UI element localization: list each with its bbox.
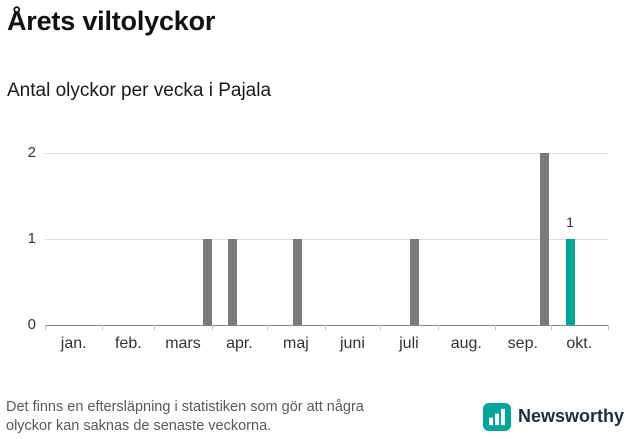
bar-chart: 1 0 1 2 jan. feb. mars apr. maj juni juli aug. sep.… — [0, 140, 631, 368]
footnote-line-1: Det finns en eftersläpning i statistiken… — [6, 399, 364, 415]
footnote: Det finns en eftersläpning i statistiken… — [6, 398, 364, 435]
x-tick-label: apr. — [226, 335, 253, 352]
axis-tick — [550, 325, 552, 330]
x-tick-label: maj — [283, 335, 309, 352]
x-tick-label: mars — [165, 335, 201, 352]
axis-tick — [380, 325, 382, 330]
chart-subtitle: Antal olyckor per vecka i Pajala — [7, 80, 272, 101]
footnote-line-2: olyckor kan saknas de senaste veckorna. — [6, 417, 272, 434]
x-tick-label: juni — [339, 335, 365, 352]
axis-tick — [45, 325, 46, 330]
axis-tick — [211, 325, 213, 330]
newsworthy-logo: Newsworthy — [482, 402, 624, 431]
bar-value-label: 1 — [566, 214, 574, 230]
axis-tick — [495, 325, 497, 330]
chart-footer: Det finns en eftersläpning i statistiken… — [0, 398, 631, 435]
x-tick-label: feb. — [114, 335, 142, 352]
x-tick-label: jan. — [60, 335, 87, 352]
plot-area: 1 — [45, 153, 609, 330]
gridline — [45, 153, 608, 154]
x-tick-label: aug. — [450, 335, 482, 352]
gridline — [45, 239, 608, 240]
y-tick-label: 1 — [27, 230, 36, 247]
bar — [539, 153, 549, 325]
bar — [202, 239, 212, 325]
axis-tick — [608, 325, 609, 330]
axis-tick — [437, 325, 439, 330]
axis-tick — [102, 325, 104, 330]
axis-tick — [267, 325, 269, 330]
x-tick-label: juli — [399, 335, 419, 352]
newsworthy-wordmark: Newsworthy — [517, 406, 624, 427]
bar — [409, 239, 419, 325]
x-tick-label: sep. — [507, 335, 538, 352]
chart-title: Årets viltolyckor — [7, 6, 216, 36]
bar — [228, 239, 238, 325]
x-tick-label: okt. — [566, 335, 593, 352]
x-axis-line — [45, 325, 608, 326]
y-tick-label: 2 — [27, 144, 36, 161]
bar-current-week — [565, 239, 575, 325]
bar — [293, 239, 303, 325]
y-tick-label: 0 — [27, 316, 36, 333]
axis-tick — [324, 325, 326, 330]
axis-tick — [154, 325, 156, 330]
newsworthy-icon — [482, 402, 511, 431]
